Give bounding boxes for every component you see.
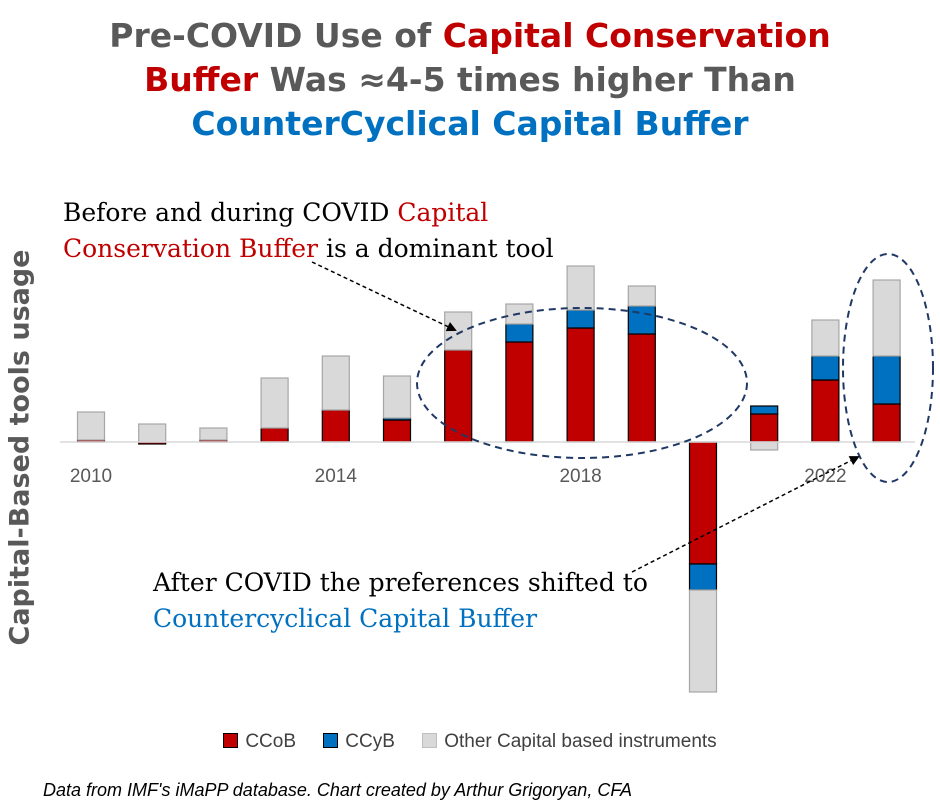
title-line2-b: Was ≈4-5 times higher Than bbox=[258, 60, 796, 99]
bar-other-2021 bbox=[750, 441, 779, 451]
source-note: Data from IMF's iMaPP database. Chart cr… bbox=[43, 780, 632, 800]
post-covid-highlight-ellipse bbox=[842, 253, 934, 483]
pre-covid-annotation-a: Before and during COVID bbox=[63, 198, 398, 227]
title-line1-a: Pre-COVID Use of bbox=[109, 16, 443, 55]
bar-ccyb-2022 bbox=[811, 355, 840, 381]
chart-title: Pre-COVID Use of Capital Conservation Bu… bbox=[0, 14, 940, 146]
legend-item-ccob: CCoB bbox=[223, 731, 296, 753]
bars-group bbox=[76, 265, 901, 693]
bar-ccyb-2023 bbox=[872, 355, 901, 405]
bar-ccob-2023 bbox=[872, 403, 901, 443]
x-tick-2014: 2014 bbox=[315, 466, 358, 487]
bar-other-2014 bbox=[321, 355, 350, 411]
bar-ccyb-2017 bbox=[505, 323, 534, 343]
bar-ccyb-2020 bbox=[688, 563, 718, 591]
bar-other-2013 bbox=[260, 377, 289, 429]
x-tick-2018: 2018 bbox=[559, 466, 601, 487]
bar-ccyb-2018 bbox=[566, 309, 595, 329]
pre-covid-annotation: Before and during COVID Capital Conserva… bbox=[63, 195, 623, 267]
bar-other-2022 bbox=[811, 319, 840, 357]
legend-label-ccyb: CCyB bbox=[345, 731, 395, 752]
post-covid-arrow bbox=[631, 456, 860, 573]
bar-other-2019 bbox=[627, 285, 656, 307]
legend: CCoB CCyB Other Capital based instrument… bbox=[0, 731, 940, 753]
bar-other-2011 bbox=[138, 423, 167, 443]
title-line3: CounterCyclical Capital Buffer bbox=[191, 104, 749, 143]
bar-ccob-2020 bbox=[688, 441, 718, 565]
bar-ccyb-2021 bbox=[750, 405, 779, 415]
bar-ccob-2017 bbox=[505, 341, 534, 443]
legend-label-ccob: CCoB bbox=[245, 731, 297, 752]
bar-ccob-2014 bbox=[321, 409, 350, 443]
x-tick-labels: 2010 2014 2018 2022 bbox=[70, 466, 847, 487]
bar-other-2016 bbox=[444, 311, 473, 351]
x-tick-2010: 2010 bbox=[70, 466, 112, 487]
post-covid-annotation: After COVID the preferences shifted to C… bbox=[153, 565, 753, 637]
bar-ccob-2016 bbox=[444, 349, 473, 443]
bar-ccob-2021 bbox=[750, 413, 779, 443]
legend-swatch-ccob bbox=[223, 733, 239, 748]
legend-swatch-other bbox=[422, 733, 438, 748]
bar-other-2020 bbox=[688, 589, 718, 693]
bar-ccob-2019 bbox=[627, 333, 656, 443]
title-line1-b: Capital Conservation bbox=[442, 16, 831, 55]
legend-item-ccyb: CCyB bbox=[323, 731, 395, 753]
bar-other-2010 bbox=[76, 411, 106, 441]
pre-covid-annotation-c: is a dominant tool bbox=[318, 234, 554, 263]
bar-ccob-2015 bbox=[382, 419, 412, 443]
bar-ccob-2013 bbox=[260, 427, 289, 443]
pre-covid-highlight-ellipse bbox=[416, 307, 748, 459]
pre-covid-annotation-b: Capital Conservation Buffer bbox=[63, 198, 489, 263]
post-covid-annotation-b: Countercyclical Capital Buffer bbox=[153, 604, 538, 633]
bar-ccob-2018 bbox=[566, 327, 595, 443]
legend-swatch-ccyb bbox=[323, 733, 339, 748]
bar-other-2015 bbox=[382, 375, 412, 419]
title-line2-a: Buffer bbox=[144, 60, 259, 99]
legend-label-other: Other Capital based instruments bbox=[444, 731, 717, 752]
bar-other-2018 bbox=[566, 265, 595, 311]
bar-other-2012 bbox=[199, 427, 228, 441]
bar-ccyb-2019 bbox=[627, 305, 656, 335]
pre-covid-arrow bbox=[311, 261, 457, 332]
post-covid-annotation-a: After COVID the preferences shifted to bbox=[153, 568, 648, 597]
bar-other-2023 bbox=[872, 279, 901, 357]
bar-ccob-2022 bbox=[811, 379, 840, 443]
legend-item-other: Other Capital based instruments bbox=[422, 731, 717, 753]
x-tick-2022: 2022 bbox=[804, 466, 846, 487]
